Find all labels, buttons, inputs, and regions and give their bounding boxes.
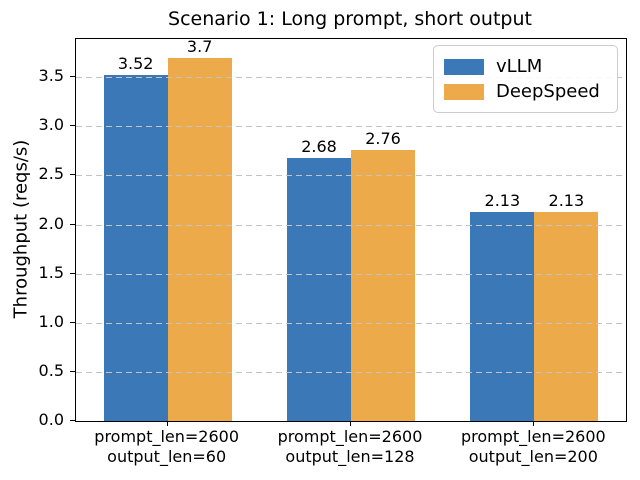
y-tick-label: 1.0 bbox=[38, 311, 64, 331]
gridline bbox=[76, 77, 626, 79]
gridline bbox=[76, 175, 626, 177]
y-tick-label: 2.5 bbox=[38, 164, 64, 184]
y-tick-label: 0.5 bbox=[38, 360, 64, 380]
y-tick-mark bbox=[70, 420, 75, 421]
chart-title: Scenario 1: Long prompt, short output bbox=[168, 8, 532, 30]
gridline bbox=[76, 224, 626, 226]
y-tick-mark bbox=[70, 272, 75, 274]
y-tick-label: 0.0 bbox=[38, 410, 64, 429]
y-tick-mark bbox=[70, 125, 75, 127]
legend-label-vllm: vLLM bbox=[496, 55, 543, 77]
bar-deepspeed-group2 bbox=[351, 149, 415, 421]
legend-item-deepspeed: DeepSpeed bbox=[444, 79, 607, 104]
gridline bbox=[76, 371, 626, 373]
x-tick-mark bbox=[533, 421, 535, 426]
bar-value-label: 2.68 bbox=[301, 136, 337, 156]
bar-vllm-group2 bbox=[287, 157, 351, 421]
y-tick-mark bbox=[70, 321, 75, 323]
x-tick-mark bbox=[166, 421, 168, 426]
x-tick-mark bbox=[350, 421, 351, 426]
gridline bbox=[76, 273, 626, 275]
vllm-color-swatch bbox=[444, 58, 484, 75]
y-tick-label: 3.5 bbox=[38, 66, 64, 86]
bar-deepspeed-group3 bbox=[534, 211, 599, 421]
gridline bbox=[76, 126, 626, 128]
x-tick-label: prompt_len=2600 output_len=60 bbox=[94, 427, 240, 466]
bar-value-label: 2.13 bbox=[548, 190, 585, 210]
deepspeed-color-swatch bbox=[444, 83, 484, 100]
gridline bbox=[76, 322, 626, 324]
legend-label-deepspeed: DeepSpeed bbox=[496, 80, 600, 102]
bar-value-label: 3.52 bbox=[117, 54, 154, 74]
bar-vllm-group1 bbox=[103, 75, 168, 421]
x-tick-label: prompt_len=2600 output_len=200 bbox=[460, 427, 606, 466]
x-tick-label: prompt_len=2600 output_len=128 bbox=[277, 427, 423, 466]
bar-value-label: 2.76 bbox=[365, 128, 401, 148]
bar-deepspeed-group1 bbox=[167, 57, 232, 421]
bar-value-label: 3.7 bbox=[186, 36, 213, 56]
y-tick-mark bbox=[70, 370, 75, 372]
y-tick-label: 2.0 bbox=[38, 213, 64, 233]
bar-vllm-group3 bbox=[470, 211, 535, 421]
y-tick-label: 3.0 bbox=[38, 115, 64, 135]
legend: vLLM DeepSpeed bbox=[433, 45, 618, 113]
y-tick-mark bbox=[70, 76, 75, 78]
y-tick-label: 1.5 bbox=[38, 262, 64, 282]
legend-item-vllm: vLLM bbox=[444, 54, 607, 79]
bar-value-label: 2.13 bbox=[484, 190, 521, 210]
y-tick-mark bbox=[70, 223, 75, 225]
y-tick-mark bbox=[70, 174, 75, 176]
